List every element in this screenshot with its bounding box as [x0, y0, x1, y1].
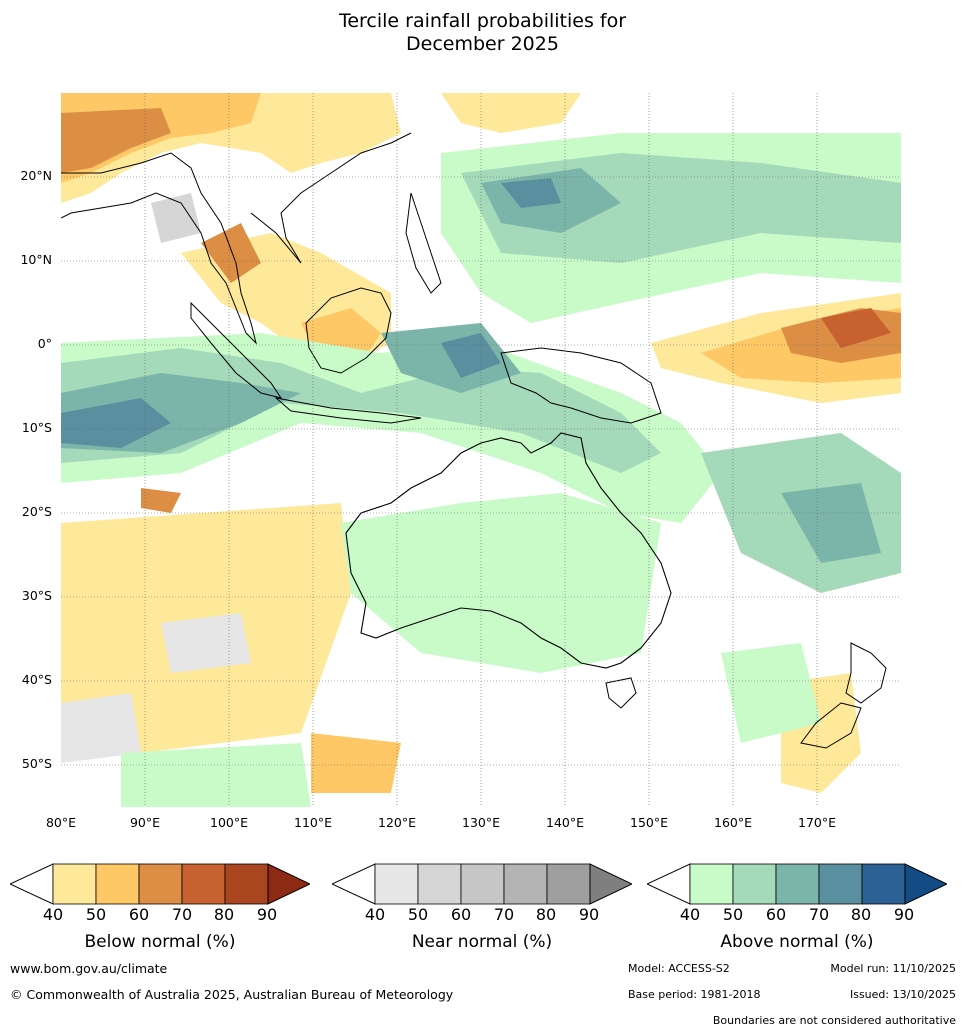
- colorbar-segment: [732, 863, 777, 905]
- tick-label: 40: [679, 905, 701, 924]
- tick-label: 90: [256, 905, 278, 924]
- lat-label-50s: 50°S: [21, 756, 52, 771]
- colorbar-segment: [503, 863, 548, 905]
- colorbar-segment: [460, 863, 505, 905]
- lon-label-170e: 170°E: [797, 815, 837, 830]
- lat-label-0: 0°: [37, 336, 52, 351]
- colorbar-segment: [775, 863, 820, 905]
- lat-label-10n: 10°N: [20, 252, 52, 267]
- lon-label-150e: 150°E: [629, 815, 669, 830]
- australia-outline: [345, 432, 672, 669]
- tick-label: 40: [364, 905, 386, 924]
- lat-label-20s: 20°S: [21, 504, 52, 519]
- lat-label-20n: 20°N: [20, 168, 52, 183]
- colorbar-over-triangle: [904, 863, 947, 905]
- colorbar-segment: [181, 863, 226, 905]
- colorbar-under-triangle: [647, 863, 691, 905]
- tick-label: 80: [535, 905, 557, 924]
- tick-label: 70: [493, 905, 515, 924]
- model-text: Model: ACCESS-S2: [628, 962, 730, 975]
- tick-label: 90: [893, 905, 915, 924]
- colorbar-segment: [689, 863, 734, 905]
- lon-label-140e: 140°E: [545, 815, 585, 830]
- website-link[interactable]: www.bom.gov.au/climate: [10, 961, 168, 976]
- tick-label: 50: [407, 905, 429, 924]
- tick-label: 90: [578, 905, 600, 924]
- colorbar-near-normal: [332, 863, 632, 905]
- issued-text: Issued: 13/10/2025: [849, 988, 956, 1001]
- tick-label: 40: [42, 905, 64, 924]
- tick-label: 80: [850, 905, 872, 924]
- lon-label-80e: 80°E: [45, 815, 77, 830]
- tick-label: 50: [722, 905, 744, 924]
- tick-label: 80: [213, 905, 235, 924]
- tick-label: 60: [450, 905, 472, 924]
- colorbar-segment: [224, 863, 269, 905]
- disclaimer-text: Boundaries are not considered authoritat…: [712, 1014, 956, 1027]
- copyright-text: © Commonwealth of Australia 2025, Austra…: [10, 987, 454, 1002]
- colorbar-under-triangle: [10, 863, 54, 905]
- tick-label: 60: [765, 905, 787, 924]
- colorbar-label-near: Near normal (%): [411, 932, 553, 952]
- colorbar-label-below: Below normal (%): [84, 932, 236, 952]
- lat-label-10s: 10°S: [21, 420, 52, 435]
- lon-label-160e: 160°E: [713, 815, 753, 830]
- colorbar-segment: [52, 863, 97, 905]
- colorbar-segment: [861, 863, 906, 905]
- title-line-2: December 2025: [406, 33, 559, 55]
- tick-label: 70: [171, 905, 193, 924]
- lon-label-90e: 90°E: [129, 815, 161, 830]
- colorbar-segment: [546, 863, 591, 905]
- colorbar-below-normal: [10, 863, 310, 905]
- tick-label: 70: [808, 905, 830, 924]
- colorbar-segment: [95, 863, 140, 905]
- colorbar-over-triangle: [589, 863, 632, 905]
- lon-label-120e: 120°E: [377, 815, 417, 830]
- lat-label-40s: 40°S: [21, 672, 52, 687]
- title-line-1: Tercile rainfall probabilities for: [338, 10, 627, 32]
- colorbar-over-triangle: [267, 863, 310, 905]
- colorbar-segment: [374, 863, 419, 905]
- model-run-text: Model run: 11/10/2025: [830, 962, 956, 975]
- lon-label-110e: 110°E: [293, 815, 333, 830]
- colorbar-segment: [818, 863, 863, 905]
- map-title: Tercile rainfall probabilities for Decem…: [0, 10, 965, 56]
- colorbar-label-above: Above normal (%): [720, 932, 874, 952]
- base-period-text: Base period: 1981-2018: [628, 988, 761, 1001]
- lon-label-100e: 100°E: [209, 815, 249, 830]
- colorbar-under-triangle: [332, 863, 376, 905]
- colorbar-segment: [138, 863, 183, 905]
- tick-label: 50: [85, 905, 107, 924]
- lon-label-130e: 130°E: [461, 815, 501, 830]
- colorbar-above-normal: [647, 863, 947, 905]
- lat-label-30s: 30°S: [21, 588, 52, 603]
- tick-label: 60: [128, 905, 150, 924]
- colorbar-segment: [417, 863, 462, 905]
- rainfall-probability-map: [61, 93, 901, 807]
